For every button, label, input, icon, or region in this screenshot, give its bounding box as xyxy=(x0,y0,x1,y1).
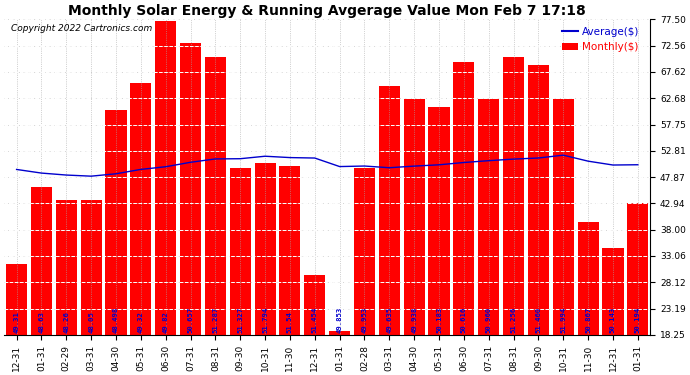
Bar xyxy=(255,163,275,335)
Bar xyxy=(155,21,176,335)
Bar xyxy=(130,83,151,335)
Bar xyxy=(528,64,549,335)
Title: Monthly Solar Energy & Running Avgerage Value Mon Feb 7 17:18: Monthly Solar Energy & Running Avgerage … xyxy=(68,4,586,18)
Text: 50.616: 50.616 xyxy=(461,307,467,333)
Text: 50.143: 50.143 xyxy=(610,307,616,333)
Bar xyxy=(602,248,624,335)
Text: Copyright 2022 Cartronics.com: Copyright 2022 Cartronics.com xyxy=(10,24,152,33)
Bar xyxy=(230,168,250,335)
Bar xyxy=(478,99,500,335)
Bar xyxy=(627,203,649,335)
Bar xyxy=(304,275,326,335)
Text: 51.454: 51.454 xyxy=(312,307,318,333)
Bar xyxy=(81,200,101,335)
Bar xyxy=(205,57,226,335)
Bar xyxy=(428,107,450,335)
Bar xyxy=(56,200,77,335)
Text: 50.657: 50.657 xyxy=(188,307,193,333)
Bar xyxy=(578,222,599,335)
Bar xyxy=(553,99,574,335)
Text: 51.994: 51.994 xyxy=(560,307,566,333)
Bar xyxy=(329,331,351,335)
Bar xyxy=(404,99,425,335)
Legend: Average($), Monthly($): Average($), Monthly($) xyxy=(558,22,644,56)
Text: 50.183: 50.183 xyxy=(436,307,442,333)
Text: 50.960: 50.960 xyxy=(486,307,492,333)
Text: 49.31: 49.31 xyxy=(14,311,19,333)
Text: 48.26: 48.26 xyxy=(63,311,69,333)
Text: 51.287: 51.287 xyxy=(213,307,218,333)
Text: 51.327: 51.327 xyxy=(237,307,244,333)
Text: 48.63: 48.63 xyxy=(39,311,44,333)
Bar xyxy=(180,43,201,335)
Text: 50.867: 50.867 xyxy=(585,307,591,333)
Text: 48.498: 48.498 xyxy=(113,307,119,333)
Text: 48.05: 48.05 xyxy=(88,311,94,333)
Text: 51.256: 51.256 xyxy=(511,307,517,333)
Bar xyxy=(503,57,524,335)
Text: 49.953: 49.953 xyxy=(362,307,368,333)
Bar xyxy=(6,264,27,335)
Text: 51.54: 51.54 xyxy=(287,311,293,333)
Text: 50.194: 50.194 xyxy=(635,307,641,333)
Text: 49.938: 49.938 xyxy=(411,307,417,333)
Text: 49.635: 49.635 xyxy=(386,307,393,333)
Bar xyxy=(354,168,375,335)
Bar xyxy=(379,86,400,335)
Text: 51.460: 51.460 xyxy=(535,307,542,333)
Text: 49.853: 49.853 xyxy=(337,307,343,333)
Bar xyxy=(31,187,52,335)
Text: 51.794: 51.794 xyxy=(262,307,268,333)
Text: 49.82: 49.82 xyxy=(163,311,168,333)
Bar xyxy=(106,110,126,335)
Text: 49.32: 49.32 xyxy=(138,311,144,333)
Bar xyxy=(279,166,300,335)
Bar xyxy=(453,62,475,335)
